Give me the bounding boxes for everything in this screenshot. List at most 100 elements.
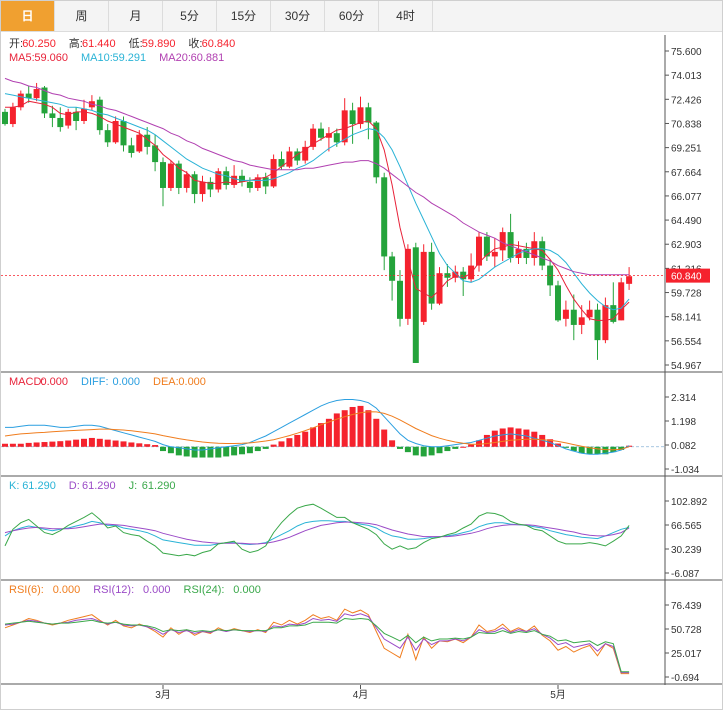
candle-body[interactable] [231, 175, 238, 185]
price-axis-label: 59.728 [671, 289, 702, 300]
candle-body[interactable] [420, 251, 427, 322]
candle-body[interactable] [349, 110, 356, 125]
candle-body[interactable] [578, 317, 585, 325]
tab-5min[interactable]: 5分 [163, 1, 217, 31]
candle-body[interactable] [499, 232, 506, 251]
candle-body[interactable] [160, 162, 166, 188]
candle-body[interactable] [610, 305, 617, 322]
candle-body[interactable] [25, 93, 32, 99]
candle-body[interactable] [373, 122, 380, 178]
candle-body[interactable] [436, 273, 443, 304]
macd-bar [262, 446, 269, 449]
candle-body[interactable] [428, 251, 435, 304]
rsi12-line [4, 613, 630, 674]
current-price-label: 60.840 [671, 272, 702, 283]
ma-legend-value: 59.291 [113, 52, 147, 64]
tab-30min[interactable]: 30分 [271, 1, 325, 31]
candle-body[interactable] [128, 145, 135, 153]
candle-body[interactable] [539, 241, 546, 266]
candle-body[interactable] [491, 251, 498, 257]
candle-body[interactable] [49, 113, 56, 118]
candle-body[interactable] [254, 177, 261, 188]
candle-body[interactable] [191, 174, 198, 195]
tab-day[interactable]: 日 [1, 1, 55, 31]
candle-body[interactable] [302, 146, 309, 161]
macd-bar [357, 405, 364, 447]
candle-body[interactable] [444, 273, 451, 278]
candle-body[interactable] [507, 232, 514, 258]
candle-body[interactable] [33, 89, 40, 99]
candle-body[interactable] [9, 107, 16, 125]
candle-body[interactable] [523, 248, 530, 258]
candle-body[interactable] [586, 309, 593, 318]
candle-body[interactable] [381, 177, 388, 257]
candle-body[interactable] [460, 271, 467, 280]
candle-body[interactable] [357, 107, 364, 125]
candle-body[interactable] [81, 108, 87, 122]
candle-body[interactable] [207, 181, 214, 190]
rsi-legend-value: 0.000 [53, 584, 81, 596]
candle-body[interactable] [199, 181, 206, 195]
candle-body[interactable] [562, 309, 569, 319]
candle-body[interactable] [167, 163, 174, 188]
tab-month[interactable]: 月 [109, 1, 163, 31]
macd-bar [33, 442, 40, 447]
rsi-axis-label: -0.694 [671, 673, 700, 684]
candle-body[interactable] [341, 110, 348, 143]
candle-body[interactable] [618, 282, 625, 321]
tab-15min[interactable]: 15分 [217, 1, 271, 31]
rsi-axis-label: 76.439 [671, 601, 702, 612]
candle-body[interactable] [104, 130, 111, 143]
candle-body[interactable] [144, 134, 151, 147]
candle-body[interactable] [246, 181, 253, 188]
candle-body[interactable] [2, 111, 8, 125]
candle-body[interactable] [57, 117, 64, 128]
candle-body[interactable] [555, 285, 561, 321]
candle-body[interactable] [294, 151, 301, 161]
candle-body[interactable] [397, 280, 403, 319]
candle-body[interactable] [602, 305, 609, 341]
candle-body[interactable] [65, 111, 72, 126]
tab-60min[interactable]: 60分 [325, 1, 379, 31]
candle-body[interactable] [570, 309, 577, 325]
macd-bar [41, 442, 48, 447]
candle-body[interactable] [223, 171, 230, 185]
candle-body[interactable] [215, 171, 222, 190]
candle-body[interactable] [412, 247, 419, 363]
candle-body[interactable] [175, 163, 182, 188]
macd-bar [389, 440, 396, 447]
candle-body[interactable] [136, 134, 143, 152]
candle-body[interactable] [41, 87, 48, 114]
candle-body[interactable] [278, 159, 285, 167]
candle-body[interactable] [365, 107, 372, 123]
candle-body[interactable] [17, 93, 24, 108]
candle-body[interactable] [404, 248, 411, 319]
candle-body[interactable] [483, 236, 490, 257]
macd-bar [325, 418, 332, 447]
candle-body[interactable] [333, 133, 340, 143]
candle-body[interactable] [120, 121, 127, 146]
candle-body[interactable] [112, 121, 119, 143]
candle-body[interactable] [152, 145, 159, 163]
tab-4hour[interactable]: 4时 [379, 1, 433, 31]
candle-body[interactable] [531, 241, 538, 258]
candle-body[interactable] [626, 276, 633, 284]
tab-week[interactable]: 周 [55, 1, 109, 31]
macd-bar [191, 446, 198, 458]
candle-body[interactable] [73, 111, 80, 122]
candle-body[interactable] [239, 175, 245, 182]
candle-body[interactable] [325, 133, 332, 138]
candle-body[interactable] [310, 128, 317, 147]
candle-body[interactable] [389, 256, 396, 281]
macd-bar [349, 406, 356, 447]
candle-body[interactable] [183, 174, 190, 188]
candle-body[interactable] [96, 99, 103, 131]
kdj-axis-label: -6.087 [671, 569, 700, 580]
candle-body[interactable] [594, 309, 601, 341]
candle-body[interactable] [318, 128, 324, 138]
candle-body[interactable] [476, 236, 482, 266]
candle-body[interactable] [286, 151, 293, 167]
candle-body[interactable] [262, 177, 269, 187]
candle-body[interactable] [452, 271, 459, 278]
